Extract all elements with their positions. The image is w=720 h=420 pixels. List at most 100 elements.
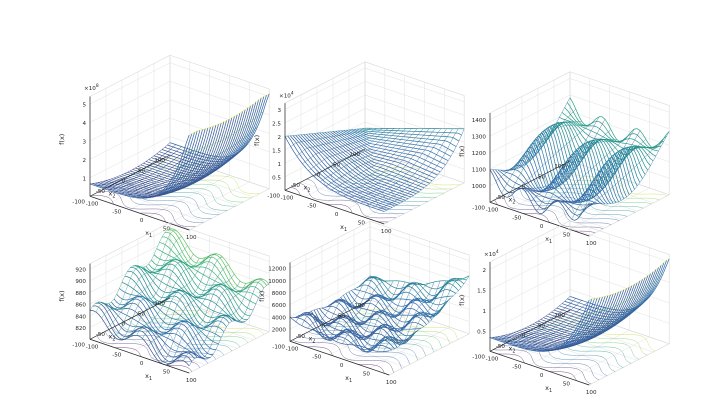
x2-axis: 100 50 0 -50 -100 x2 (267, 148, 366, 199)
contour-line (502, 195, 604, 230)
surface-line (322, 132, 422, 191)
grid-line (289, 275, 371, 318)
surface-line (316, 132, 417, 194)
surface-line (548, 275, 649, 329)
z-axis: 0.5 1 1.5 2 f(x) ×104 (458, 249, 499, 352)
x1-tick-label: 100 (386, 380, 397, 386)
grid-line (569, 187, 650, 230)
x1-axis-line (489, 350, 590, 386)
surface-line (359, 128, 460, 142)
surface-line (321, 307, 422, 330)
x2-tick-label: -50 (96, 332, 106, 338)
surface-line (361, 276, 462, 301)
x2-axis: 100 50 0 -50 -100 x2 (472, 309, 571, 360)
z-tick-label: 860 (75, 303, 86, 309)
surface-line (524, 135, 625, 200)
surface-line (314, 133, 414, 196)
z-tick-label: 0.5 (272, 175, 281, 181)
surface-line (569, 258, 670, 311)
axes-box (89, 54, 270, 231)
axes-box (89, 221, 270, 374)
surface-line (89, 142, 171, 185)
grid-line (169, 81, 270, 116)
surface-line (489, 169, 590, 221)
surface-line (183, 278, 264, 361)
x2-tick-label: 50 (333, 162, 341, 168)
surface-line (342, 282, 423, 344)
surface-line (564, 262, 665, 316)
surface-line (501, 121, 582, 194)
z-tick-label: 920 (75, 268, 86, 274)
surface-line (101, 236, 182, 319)
surface-line (489, 299, 590, 352)
surface-line (189, 93, 270, 136)
surface-line (513, 150, 614, 204)
z-tick-label: 3 (277, 108, 281, 114)
grid-line (537, 326, 638, 361)
x2-axis-label: x2 (109, 190, 116, 200)
surface-line (311, 310, 411, 345)
grid-line (489, 111, 571, 153)
z-tick-label: 900 (75, 279, 86, 285)
surface-mesh (284, 127, 465, 212)
grid-line (89, 136, 171, 178)
grid-line (505, 342, 606, 377)
z-tick-label: 2 (482, 268, 486, 274)
surface-line (127, 120, 227, 187)
contour-line (131, 174, 228, 211)
grid-line (289, 251, 371, 293)
contour-line (107, 186, 204, 223)
surface-line (289, 316, 390, 353)
surface-line (542, 141, 623, 214)
surface-line (500, 169, 600, 205)
surface-line (353, 288, 454, 302)
surface-line (336, 282, 417, 342)
surface-line (571, 146, 652, 220)
contour-line (548, 320, 648, 356)
x1-tick-label: -50 (112, 353, 122, 359)
surface-line (497, 169, 598, 206)
grid-line (569, 94, 670, 129)
grid-line (569, 248, 670, 283)
x2-axis-line (284, 148, 366, 191)
z-axis-label: f(x) (458, 146, 466, 157)
surface-line (525, 119, 606, 192)
x2-axis-label: x2 (509, 196, 516, 206)
surface-line (124, 257, 206, 340)
surface-line (101, 146, 182, 189)
surface-line (507, 302, 588, 344)
z-axis-label: f(x) (458, 295, 466, 306)
surface-line (154, 154, 235, 197)
surface-line (136, 156, 217, 199)
x1-axis: -100 -50 0 50 100 x1 (281, 189, 392, 235)
x1-tick-label: -50 (312, 355, 322, 361)
chart-panel-bottom-middle: 2000 4000 6000 8000 10000 12000 f(x) -100 -50 0 50… (258, 220, 470, 386)
z-tick-label: 2 (82, 158, 86, 164)
x1-tick-label: 50 (358, 221, 366, 227)
surface-line (165, 145, 247, 188)
surface-line (107, 245, 188, 328)
grid-line (89, 99, 171, 142)
surface-line (527, 288, 627, 341)
surface-line (148, 156, 229, 198)
grid-line (89, 250, 171, 293)
z-tick-label: 1.5 (477, 288, 486, 294)
surface-line (287, 135, 387, 211)
x2-tick-label: 100 (554, 164, 565, 170)
surface-line (303, 134, 403, 203)
x2-axis-line (489, 309, 571, 352)
surface-line (503, 169, 603, 205)
surface-line (298, 134, 398, 205)
x1-tick-label: 100 (186, 378, 197, 384)
surface-line (360, 128, 442, 204)
x1-axis: -100 -50 0 50 100 x1 (286, 340, 397, 386)
surface-line (489, 97, 571, 171)
x1-tick-label: -100 (486, 356, 499, 362)
surface-line (567, 260, 667, 313)
z-tick-label: 820 (75, 326, 86, 332)
z-tick-label: 8000 (272, 291, 287, 297)
surface-line (519, 291, 619, 345)
z-tick-label: 2 (277, 135, 281, 141)
x2-axis-line (489, 160, 571, 203)
surface-line (97, 130, 198, 198)
